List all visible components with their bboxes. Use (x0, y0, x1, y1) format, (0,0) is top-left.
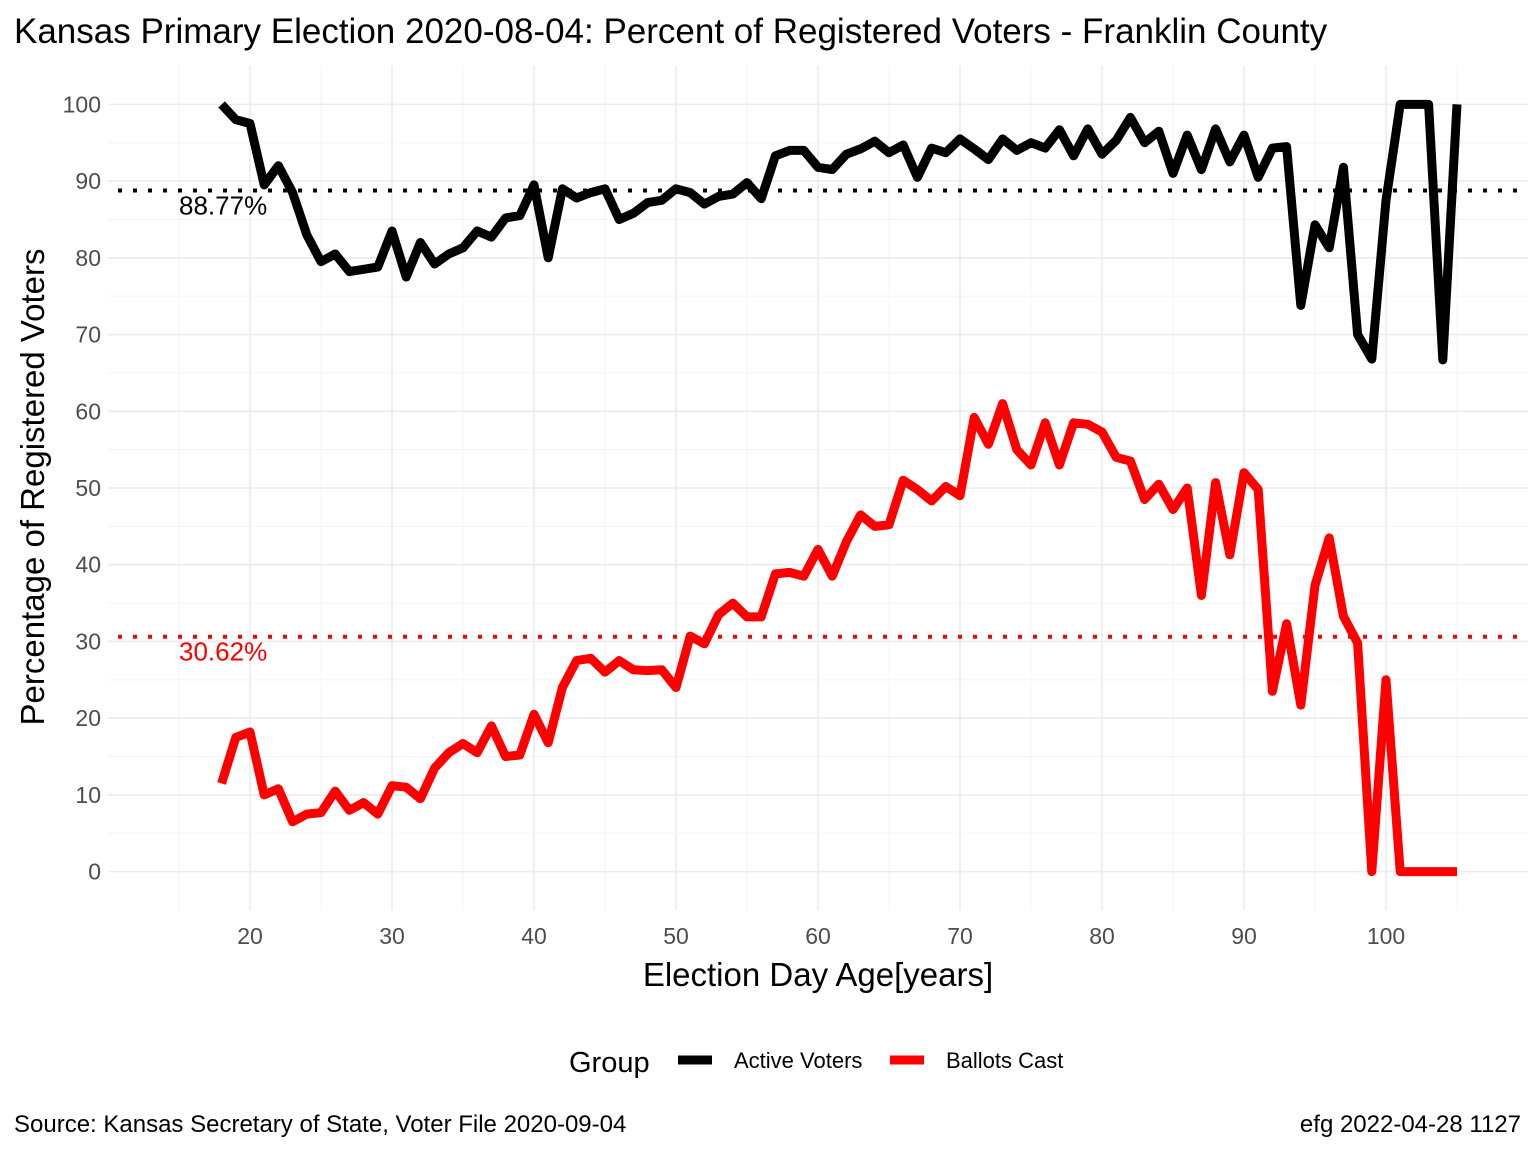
legend-items: Active Voters Ballots Cast (678, 1048, 1063, 1073)
x-tick-label: 30 (379, 923, 405, 949)
x-tick-label: 50 (663, 923, 689, 949)
y-axis-title: Percentage of Registered Voters (14, 249, 51, 726)
x-axis-title: Election Day Age[years] (643, 956, 993, 993)
y-tick-label: 90 (75, 168, 101, 194)
legend-label: Active Voters (734, 1048, 862, 1073)
reference-line-label: 88.77% (179, 191, 267, 221)
y-tick-label: 50 (75, 475, 101, 501)
x-tick-label: 40 (521, 923, 547, 949)
credit-caption: efg 2022-04-28 1127 (1300, 1111, 1521, 1138)
y-tick-label: 10 (75, 782, 101, 808)
y-tick-label: 70 (75, 322, 101, 348)
y-tick-label: 30 (75, 628, 101, 654)
grid-lines (108, 66, 1528, 910)
legend-label: Ballots Cast (946, 1048, 1063, 1073)
x-tick-label: 20 (237, 923, 263, 949)
y-tick-label: 100 (63, 91, 101, 117)
source-caption: Source: Kansas Secretary of State, Voter… (14, 1111, 626, 1138)
x-tick-labels: 20 30 40 50 60 70 80 90 100 (237, 923, 1405, 949)
x-tick-label: 60 (805, 923, 831, 949)
y-tick-label: 40 (75, 552, 101, 578)
y-tick-label: 20 (75, 705, 101, 731)
series-lines (217, 99, 1462, 877)
x-tick-label: 90 (1231, 923, 1257, 949)
y-tick-labels: 0 10 20 30 40 50 60 70 80 90 100 (63, 91, 101, 884)
x-tick-label: 100 (1367, 923, 1405, 949)
y-tick-label: 60 (75, 398, 101, 424)
series-line (218, 99, 1462, 365)
reference-labels: 88.77% 30.62% (179, 191, 267, 667)
y-tick-label: 0 (88, 859, 101, 885)
legend-title: Group (569, 1047, 650, 1079)
reference-line-label: 30.62% (179, 637, 267, 667)
series-line (217, 399, 1457, 877)
y-tick-label: 80 (75, 245, 101, 271)
legend: Group Active Voters Ballots Cast (569, 1047, 1063, 1079)
x-tick-label: 70 (947, 923, 973, 949)
x-tick-label: 80 (1089, 923, 1115, 949)
chart-title: Kansas Primary Election 2020-08-04: Perc… (14, 12, 1328, 51)
